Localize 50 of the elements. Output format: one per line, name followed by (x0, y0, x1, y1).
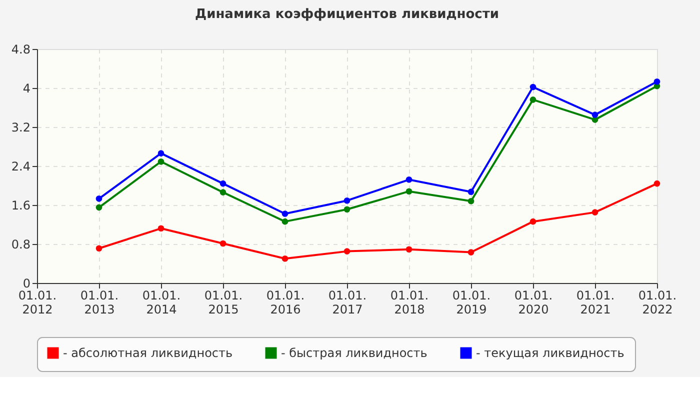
x-tick-label: 01.01. 2016 (266, 288, 305, 316)
y-tick-label: 3.2 (11, 120, 30, 134)
point (282, 255, 288, 262)
point (282, 218, 288, 225)
point (530, 84, 536, 90)
point (96, 204, 102, 211)
point (220, 240, 226, 247)
point (592, 209, 598, 216)
point (344, 206, 350, 213)
x-tick-label: 01.01. 2015 (204, 288, 243, 316)
point (344, 197, 350, 204)
point (468, 198, 474, 204)
y-tick-label: 2.4 (11, 160, 30, 174)
point (592, 112, 598, 118)
legend-label: - текущая ликвидность (476, 346, 624, 360)
point (406, 246, 412, 253)
chart-title: Динамика коэффициентов ликвидности (195, 7, 499, 22)
x-tick-label: 01.01. 2022 (638, 288, 677, 316)
point (96, 196, 102, 202)
point (530, 96, 536, 103)
y-tick-label: 1.6 (11, 198, 30, 212)
x-tick-label: 01.01. 2018 (390, 288, 429, 316)
x-tick-label: 01.01. 2013 (80, 288, 119, 316)
point (158, 225, 164, 232)
point (220, 180, 226, 187)
point (96, 245, 102, 252)
point (530, 218, 536, 225)
point (406, 188, 412, 195)
legend-label: - абсолютная ликвидность (63, 346, 233, 360)
point (468, 188, 474, 195)
x-tick-label: 01.01. 2020 (514, 288, 553, 316)
point (654, 180, 660, 187)
y-tick-label: 0.8 (11, 238, 30, 252)
point (344, 248, 350, 254)
y-tick-label: 4.8 (11, 42, 30, 56)
x-tick-label: 01.01. 2012 (18, 288, 57, 316)
x-tick-label: 01.01. 2021 (576, 288, 615, 316)
y-tick-label: 4 (22, 82, 30, 96)
point (220, 189, 226, 196)
point (654, 78, 660, 85)
x-tick-label: 01.01. 2014 (142, 288, 181, 316)
x-tick-label: 01.01. 2019 (452, 288, 491, 316)
point (468, 249, 474, 256)
x-tick-label: 01.01. 2017 (328, 288, 367, 316)
point (158, 158, 164, 165)
point (282, 210, 288, 217)
y-tick-label: 0 (22, 276, 30, 290)
legend-label: - быстрая ликвидность (281, 346, 428, 360)
point (158, 150, 164, 156)
point (406, 176, 412, 183)
